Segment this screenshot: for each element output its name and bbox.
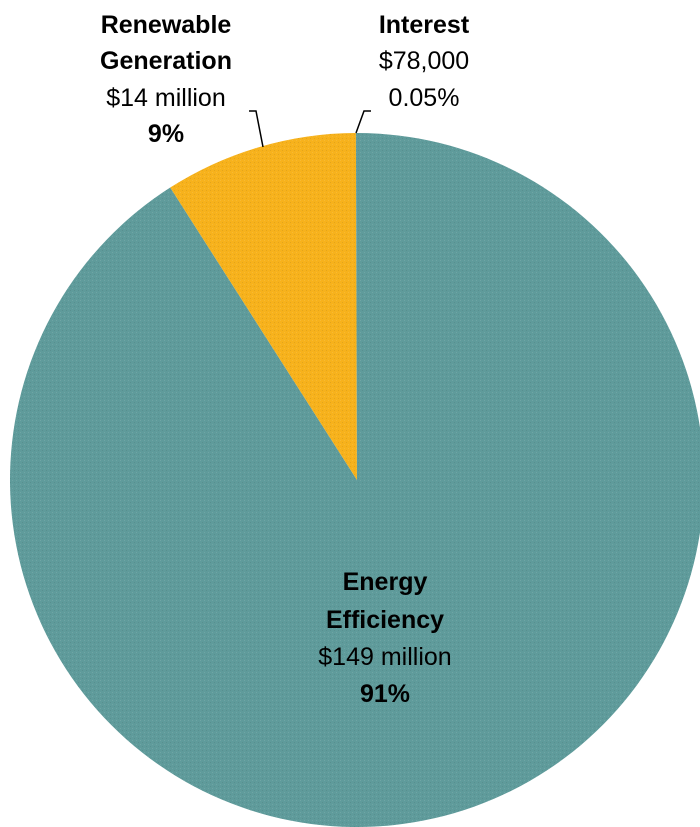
label-interest-name: Interest [379, 11, 470, 39]
label-energy-efficiency-amount: $149 million [318, 643, 451, 671]
label-energy-efficiency-name-2: Efficiency [326, 606, 444, 634]
label-interest-amount: $78,000 [379, 47, 469, 75]
pie-slices [10, 132, 700, 827]
leader-lines [249, 110, 371, 148]
pie-slice-texture-renewable-generation [170, 133, 357, 480]
pie-slice-texture-energy-efficiency [10, 133, 700, 827]
pie-slice-texture-interest [355, 132, 357, 480]
label-renewable-generation-name-2: Generation [100, 47, 232, 75]
label-energy-efficiency-name-1: Energy [343, 568, 428, 596]
leader-line-interest [355, 110, 371, 134]
label-energy-efficiency-percent: 91% [360, 680, 410, 708]
label-renewable-generation-name-1: Renewable [101, 11, 232, 39]
leader-line-renewable-generation [249, 110, 264, 148]
label-renewable-generation-amount: $14 million [106, 84, 226, 112]
label-renewable-generation-percent: 9% [148, 120, 184, 148]
label-interest-percent: 0.05% [389, 84, 460, 112]
